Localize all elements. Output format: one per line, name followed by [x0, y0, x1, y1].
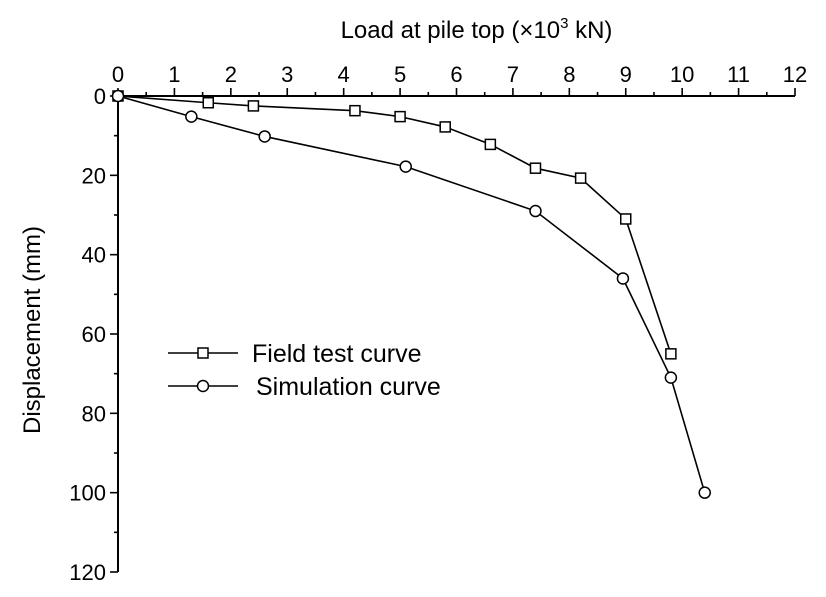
data-point-square — [620, 213, 632, 225]
data-point-square — [665, 348, 677, 360]
series-line — [117, 95, 706, 493]
x-tick-label: 9 — [620, 62, 632, 87]
legend-item-simulation: Simulation curve — [168, 373, 441, 401]
data-point-circle — [258, 130, 271, 143]
x-tick-label: 12 — [783, 62, 807, 87]
y-tick-label: 60 — [82, 322, 106, 347]
y-tick-label: 80 — [82, 401, 106, 426]
data-point-square — [247, 100, 260, 112]
x-tick-label: 11 — [727, 62, 750, 87]
y-tick-label: 100 — [69, 481, 106, 506]
legend-marker-square — [197, 347, 209, 359]
x-axis-title-superscript: 3 — [560, 15, 568, 32]
x-tick-label: 0 — [112, 62, 124, 87]
x-axis-title: Load at pile top (×103 kN) — [341, 15, 613, 44]
legend-marker-circle — [196, 379, 210, 393]
data-point-circle — [399, 160, 412, 173]
data-point-square — [529, 162, 542, 174]
legend-item-field-test: Field test curve — [168, 340, 422, 368]
x-tick-label: 5 — [394, 62, 406, 87]
data-point-circle — [698, 486, 711, 499]
data-point-square — [349, 104, 361, 117]
x-axis-title-main: Load at pile top (×10 — [341, 17, 561, 44]
axes — [117, 95, 795, 572]
x-tick-label: 1 — [168, 62, 180, 87]
y-tick-label: 20 — [82, 163, 106, 188]
data-point-square — [484, 138, 497, 151]
data-point-square — [439, 121, 451, 133]
y-ticks: 0 20 40 60 80 100 120 — [69, 84, 118, 585]
data-point-circle — [185, 110, 198, 123]
x-ticks: 0 1 2 3 4 5 6 7 8 9 10 11 12 — [112, 62, 807, 96]
data-point-circle — [111, 89, 125, 103]
y-axis-title: Displacement (mm) — [19, 226, 46, 434]
x-tick-label: 4 — [338, 62, 350, 87]
x-tick-label: 6 — [450, 62, 462, 87]
x-tick-label: 2 — [225, 62, 237, 87]
data-point-square — [574, 172, 587, 184]
data-point-square — [202, 96, 215, 109]
series-layer — [111, 89, 711, 499]
data-point-circle — [529, 204, 542, 218]
x-tick-label: 3 — [281, 62, 293, 87]
x-axis-title-unit: kN) — [568, 17, 612, 44]
legend-label-field-test: Field test curve — [252, 340, 422, 368]
data-point-circle — [616, 272, 630, 285]
x-tick-label: 10 — [670, 62, 694, 87]
data-point-square — [394, 110, 406, 123]
x-tick-label: 8 — [563, 62, 575, 87]
series-1 — [111, 89, 711, 499]
y-tick-label: 40 — [82, 243, 106, 268]
series-0 — [112, 90, 677, 360]
legend-label-simulation: Simulation curve — [256, 373, 441, 401]
data-point-circle — [664, 371, 678, 384]
y-tick-label: 120 — [69, 560, 106, 585]
series-line — [117, 95, 672, 355]
y-tick-label: 0 — [94, 84, 106, 109]
legend: Field test curve Simulation curve — [168, 340, 441, 401]
x-tick-label: 7 — [507, 62, 519, 87]
